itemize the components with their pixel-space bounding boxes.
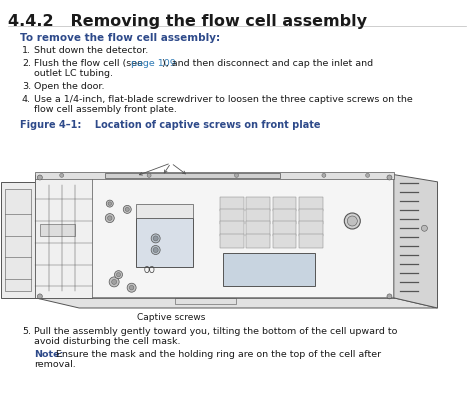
- Circle shape: [123, 205, 131, 214]
- Circle shape: [344, 213, 360, 229]
- Circle shape: [127, 283, 136, 292]
- Bar: [246, 221, 270, 236]
- Circle shape: [322, 173, 326, 177]
- Bar: [220, 197, 244, 211]
- Text: Pull the assembly gently toward you, tilting the bottom of the cell upward to: Pull the assembly gently toward you, til…: [34, 327, 397, 336]
- Text: OO: OO: [143, 266, 155, 275]
- Text: Flush the flow cell (see: Flush the flow cell (see: [34, 59, 146, 68]
- Bar: [220, 234, 244, 248]
- Bar: [136, 204, 193, 218]
- Bar: [273, 234, 296, 248]
- Bar: [246, 209, 270, 224]
- Text: ), and then disconnect and cap the inlet and: ), and then disconnect and cap the inlet…: [162, 59, 373, 68]
- Bar: [220, 221, 244, 236]
- Text: Note:: Note:: [34, 350, 63, 359]
- Text: Open the door.: Open the door.: [34, 82, 104, 91]
- Bar: [299, 221, 323, 236]
- Text: outlet LC tubing.: outlet LC tubing.: [34, 69, 113, 78]
- Circle shape: [151, 245, 160, 255]
- Circle shape: [129, 285, 134, 290]
- Polygon shape: [0, 182, 36, 298]
- Bar: [299, 209, 323, 224]
- Circle shape: [235, 173, 238, 177]
- Circle shape: [117, 273, 120, 277]
- Polygon shape: [394, 175, 438, 308]
- Polygon shape: [36, 298, 438, 308]
- Circle shape: [153, 236, 158, 241]
- Bar: [246, 234, 270, 248]
- Bar: [273, 197, 296, 211]
- Text: 2.: 2.: [22, 59, 31, 68]
- Text: removal.: removal.: [34, 360, 76, 369]
- Circle shape: [115, 271, 122, 279]
- Text: 5.: 5.: [22, 327, 31, 336]
- Bar: [273, 221, 296, 236]
- Text: flow cell assembly front plate.: flow cell assembly front plate.: [34, 105, 177, 114]
- Bar: [175, 298, 237, 304]
- Bar: [223, 253, 315, 286]
- Text: To remove the flow cell assembly:: To remove the flow cell assembly:: [20, 33, 220, 43]
- Circle shape: [153, 247, 158, 253]
- Bar: [220, 209, 244, 224]
- Text: Use a 1/4-inch, flat-blade screwdriver to loosen the three captive screws on the: Use a 1/4-inch, flat-blade screwdriver t…: [34, 95, 413, 104]
- Text: Captive screws: Captive screws: [137, 313, 205, 322]
- Circle shape: [108, 202, 111, 205]
- Circle shape: [365, 173, 370, 177]
- Text: 4.4.2   Removing the flow cell assembly: 4.4.2 Removing the flow cell assembly: [8, 14, 367, 29]
- Text: 4.: 4.: [22, 95, 31, 104]
- Circle shape: [37, 175, 42, 180]
- Bar: [136, 218, 193, 268]
- Bar: [299, 197, 323, 211]
- Circle shape: [106, 200, 113, 207]
- Circle shape: [109, 277, 119, 287]
- Circle shape: [60, 173, 64, 177]
- Bar: [36, 175, 92, 298]
- Bar: [246, 197, 270, 211]
- Text: 3.: 3.: [22, 82, 31, 91]
- Bar: [36, 172, 394, 179]
- Text: page 109: page 109: [131, 59, 176, 68]
- Bar: [5, 189, 31, 291]
- Circle shape: [387, 175, 392, 180]
- Text: 1.: 1.: [22, 46, 31, 55]
- Bar: [40, 224, 75, 236]
- Circle shape: [347, 216, 357, 226]
- Text: Ensure the mask and the holding ring are on the top of the cell after: Ensure the mask and the holding ring are…: [54, 350, 382, 359]
- Circle shape: [151, 234, 160, 243]
- Text: Shut down the detector.: Shut down the detector.: [34, 46, 148, 55]
- Bar: [105, 173, 280, 178]
- Bar: [299, 234, 323, 248]
- Text: Figure 4–1:    Location of captive screws on front plate: Figure 4–1: Location of captive screws o…: [20, 120, 320, 130]
- Circle shape: [108, 216, 112, 220]
- Circle shape: [421, 225, 428, 231]
- Text: avoid disturbing the cell mask.: avoid disturbing the cell mask.: [34, 337, 181, 346]
- Circle shape: [112, 279, 117, 284]
- Circle shape: [37, 294, 42, 299]
- Polygon shape: [36, 175, 394, 298]
- Circle shape: [105, 214, 114, 223]
- Bar: [273, 209, 296, 224]
- Circle shape: [125, 207, 129, 212]
- Circle shape: [387, 294, 392, 299]
- Circle shape: [147, 173, 151, 177]
